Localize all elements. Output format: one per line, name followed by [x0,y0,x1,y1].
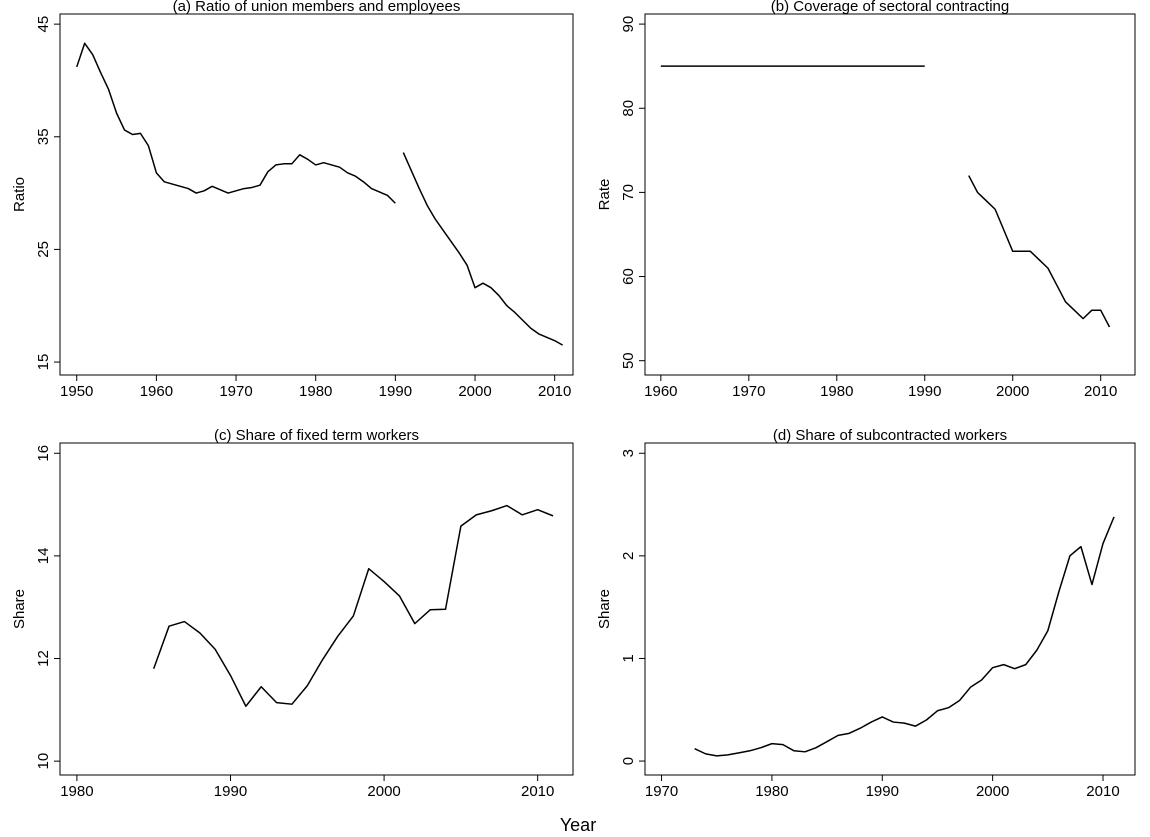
data-line [152,504,554,707]
y-tick-label: 15 [35,354,52,371]
y-tick-label: 80 [620,100,637,117]
plot-frame [644,442,1136,776]
x-tick-label: 1990 [908,383,941,400]
y-tick-label: 90 [620,16,637,33]
plot-frame [644,13,1136,376]
x-tick-label: 1990 [866,783,899,800]
y-tick-label: 3 [620,449,637,457]
x-tick-label: 1970 [645,783,678,800]
plot-frame [59,13,574,376]
x-tick-label: 1960 [644,383,677,400]
x-tick-label: 2000 [367,783,400,800]
x-tick-label: 2000 [458,383,491,400]
y-axis-label: Ratio [11,177,28,212]
y-axis-label: Rate [596,179,613,211]
y-tick-label: 0 [620,757,637,765]
x-tick-label: 1960 [140,383,173,400]
y-tick-label: 70 [620,184,637,201]
chart-title: (a) Ratio of union members and employees [173,0,461,15]
y-axis-label: Share [596,589,613,629]
data-line [402,152,564,346]
y-tick-label: 35 [35,128,52,145]
y-tick-label: 45 [35,16,52,33]
y-tick-label: 1 [620,654,637,662]
x-tick-label: 2000 [976,783,1009,800]
x-tick-label: 2010 [1084,383,1117,400]
x-tick-label: 2010 [521,783,554,800]
x-tick-label: 1980 [755,783,788,800]
x-tick-label: 1970 [219,383,252,400]
y-axis-label: Share [11,589,28,629]
x-tick-label: 1970 [732,383,765,400]
plot-frame [59,442,574,776]
x-tick-label: 2000 [996,383,1029,400]
y-tick-label: 12 [35,650,52,667]
x-tick-label: 2010 [1086,783,1119,800]
y-tick-label: 16 [35,445,52,462]
data-line [76,42,396,204]
x-tick-label: 1990 [214,783,247,800]
y-tick-label: 10 [35,753,52,770]
y-tick-label: 60 [620,268,637,285]
x-tick-label: 1950 [60,383,93,400]
x-tick-label: 1980 [820,383,853,400]
chart-title: (d) Share of subcontracted workers [773,427,1007,444]
y-tick-label: 50 [620,352,637,369]
x-tick-label: 2010 [538,383,571,400]
x-tick-label: 1980 [299,383,332,400]
chart-title: (b) Coverage of sectoral contracting [771,0,1009,15]
x-tick-label: 1990 [379,383,412,400]
x-axis-label: Year [560,815,596,835]
data-line [694,516,1115,757]
data-line [968,175,1111,328]
x-tick-label: 1980 [60,783,93,800]
y-tick-label: 14 [35,548,52,565]
chart-title: (c) Share of fixed term workers [214,427,419,444]
y-tick-label: 2 [620,552,637,560]
y-tick-label: 25 [35,241,52,258]
